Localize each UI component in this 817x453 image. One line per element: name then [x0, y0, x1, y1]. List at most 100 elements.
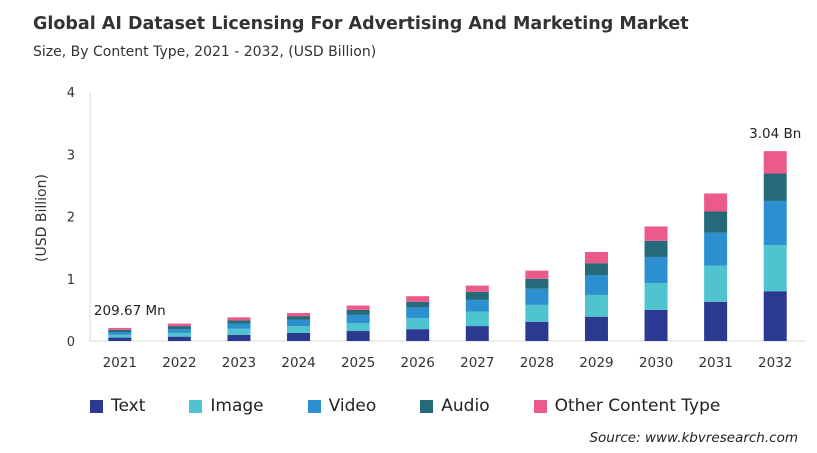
- x-tick-label: 2031: [698, 355, 732, 371]
- y-tick-label: 1: [67, 273, 75, 288]
- bar-segment-other-content-type: [346, 305, 370, 310]
- legend-swatch: [420, 399, 434, 413]
- bar-segment-text: [167, 336, 191, 341]
- bar-segment-text: [227, 334, 251, 341]
- bar-segment-image: [465, 311, 489, 327]
- bar-segment-text: [644, 309, 668, 341]
- bar-segment-audio: [108, 329, 132, 332]
- legend-swatch: [533, 399, 547, 413]
- legend-item: Other Content Type: [533, 396, 721, 416]
- bar-segment-image: [108, 334, 132, 338]
- bar-segment-audio: [287, 316, 311, 320]
- bar-segment-video: [763, 200, 787, 246]
- bar-segment-video: [525, 288, 549, 305]
- bar-segment-text: [287, 332, 311, 341]
- bar-segment-text: [763, 291, 787, 341]
- bar-segment-audio: [346, 309, 370, 315]
- bar-segment-image: [644, 283, 668, 310]
- bar-segment-video: [704, 232, 728, 266]
- x-tick-label: 2026: [401, 355, 435, 371]
- legend-item: Image: [189, 396, 264, 416]
- bar-segment-text: [525, 321, 549, 341]
- legend: Text Image Video Audio Other Content Type: [90, 396, 764, 416]
- x-tick-label: 2023: [222, 355, 256, 371]
- x-tick-label: 2028: [520, 355, 554, 371]
- source-note: Source: www.kbvresearch.com: [589, 430, 798, 446]
- data-label: 209.67 Mn: [94, 303, 166, 319]
- bar-segment-other-content-type: [763, 151, 787, 174]
- legend-swatch: [307, 399, 321, 413]
- bar-segment-image: [584, 294, 608, 317]
- y-axis-label: (USD Billion): [34, 174, 50, 262]
- bar-segment-audio: [644, 240, 668, 257]
- bar-segment-video: [167, 329, 191, 333]
- bar-segment-video: [287, 319, 311, 327]
- x-tick-label: 2032: [758, 355, 792, 371]
- bar-segment-video: [406, 307, 430, 318]
- bar-segment-image: [763, 245, 787, 292]
- y-tick-label: 4: [67, 86, 75, 101]
- bar-segment-video: [584, 275, 608, 295]
- bar-segment-other-content-type: [644, 226, 668, 241]
- bar-segment-other-content-type: [167, 323, 191, 327]
- bar-segment-audio: [465, 291, 489, 300]
- bar-segment-other-content-type: [465, 285, 489, 292]
- bar-segment-audio: [227, 320, 251, 324]
- bar-segment-image: [704, 265, 728, 302]
- legend-label: Video: [328, 396, 377, 416]
- bar-segment-audio: [525, 278, 549, 289]
- bar-segment-other-content-type: [227, 317, 251, 321]
- chart-title: Global AI Dataset Licensing For Advertis…: [33, 14, 689, 34]
- x-tick-label: 2022: [162, 355, 196, 371]
- bar-segment-other-content-type: [525, 270, 549, 279]
- x-tick-label: 2027: [460, 355, 494, 371]
- bar-segment-image: [227, 328, 251, 335]
- bar-segment-image: [287, 326, 311, 333]
- bar-segment-video: [465, 299, 489, 312]
- bar-segment-image: [406, 317, 430, 330]
- bar-segment-audio: [167, 326, 191, 330]
- bar-segment-other-content-type: [704, 193, 728, 212]
- bar-segment-video: [108, 331, 132, 335]
- legend-swatch: [90, 399, 103, 413]
- bar-segment-text: [465, 326, 489, 341]
- bar-segment-audio: [763, 173, 787, 201]
- legend-item: Audio: [420, 396, 490, 416]
- bar-segment-image: [346, 322, 370, 332]
- data-label: 3.04 Bn: [749, 126, 801, 142]
- bar-segment-text: [704, 301, 728, 341]
- bar-segment-video: [227, 323, 251, 329]
- bar-segment-text: [584, 316, 608, 341]
- legend-label: Text: [111, 396, 146, 416]
- legend-item: Video: [307, 396, 377, 416]
- bar-segment-audio: [584, 263, 608, 276]
- bar-segment-video: [644, 256, 668, 284]
- legend-label: Other Content Type: [554, 396, 721, 416]
- legend-swatch: [189, 399, 203, 413]
- bar-segment-audio: [704, 211, 728, 233]
- y-tick-label: 0: [67, 335, 75, 350]
- legend-label: Image: [210, 396, 264, 416]
- bar-segment-text: [108, 337, 132, 341]
- bar-segment-text: [406, 329, 430, 341]
- chart-subtitle: Size, By Content Type, 2021 - 2032, (USD…: [33, 44, 377, 60]
- bar-segment-other-content-type: [287, 312, 311, 317]
- bar-segment-image: [167, 332, 191, 337]
- x-tick-label: 2024: [281, 355, 315, 371]
- bar-segment-other-content-type: [584, 251, 608, 264]
- y-tick-label: 3: [67, 148, 75, 163]
- bar-segment-image: [525, 304, 549, 322]
- bar-segment-other-content-type: [108, 327, 132, 330]
- bar-segment-text: [346, 331, 370, 341]
- legend-label: Audio: [441, 396, 490, 416]
- bar-segment-other-content-type: [406, 296, 430, 302]
- legend-item: Text: [90, 396, 145, 416]
- x-tick-label: 2029: [579, 355, 613, 371]
- bar-segment-video: [346, 314, 370, 323]
- x-tick-label: 2030: [639, 355, 673, 371]
- bar-segment-audio: [406, 301, 430, 308]
- x-tick-label: 2021: [103, 355, 137, 371]
- y-tick-label: 2: [67, 211, 75, 226]
